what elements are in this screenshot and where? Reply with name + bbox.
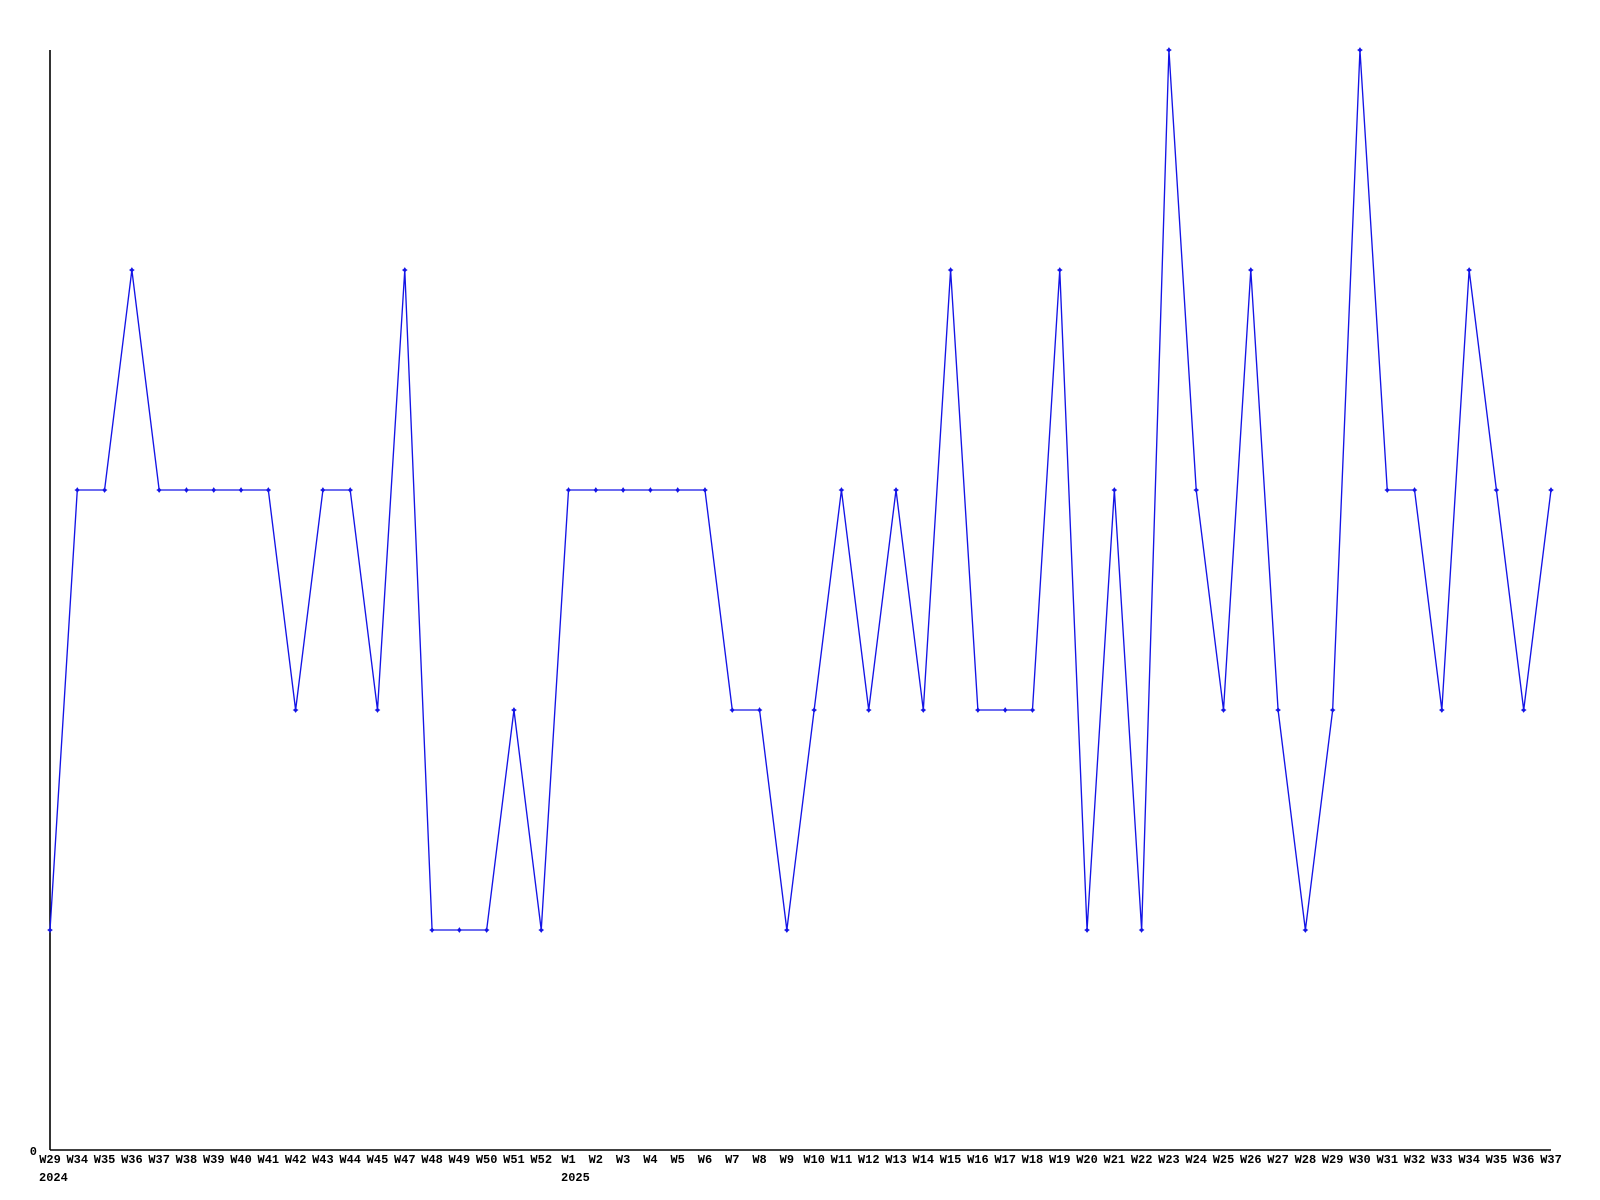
svg-text:W37: W37	[1540, 1153, 1562, 1167]
svg-text:W44: W44	[339, 1153, 361, 1167]
svg-text:W32: W32	[1404, 1153, 1426, 1167]
svg-text:W17: W17	[994, 1153, 1016, 1167]
svg-text:W13: W13	[885, 1153, 907, 1167]
svg-text:W26: W26	[1240, 1153, 1262, 1167]
svg-text:2024: 2024	[39, 1171, 68, 1185]
svg-text:W24: W24	[1185, 1153, 1207, 1167]
svg-text:W19: W19	[1049, 1153, 1071, 1167]
svg-text:W8: W8	[752, 1153, 766, 1167]
svg-text:W38: W38	[176, 1153, 198, 1167]
svg-text:W27: W27	[1267, 1153, 1289, 1167]
svg-text:W2: W2	[589, 1153, 603, 1167]
svg-text:W36: W36	[121, 1153, 143, 1167]
svg-text:W43: W43	[312, 1153, 334, 1167]
svg-text:W11: W11	[831, 1153, 853, 1167]
svg-text:W52: W52	[530, 1153, 552, 1167]
svg-text:W41: W41	[258, 1153, 280, 1167]
svg-text:W25: W25	[1213, 1153, 1235, 1167]
svg-text:W3: W3	[616, 1153, 630, 1167]
svg-text:W31: W31	[1376, 1153, 1398, 1167]
svg-text:W1: W1	[561, 1153, 575, 1167]
svg-text:W9: W9	[780, 1153, 794, 1167]
svg-text:W47: W47	[394, 1153, 416, 1167]
svg-text:W20: W20	[1076, 1153, 1098, 1167]
svg-text:W16: W16	[967, 1153, 989, 1167]
svg-text:W14: W14	[913, 1153, 935, 1167]
svg-text:W48: W48	[421, 1153, 443, 1167]
svg-text:W28: W28	[1295, 1153, 1317, 1167]
svg-text:W49: W49	[449, 1153, 471, 1167]
svg-text:W15: W15	[940, 1153, 962, 1167]
svg-text:W22: W22	[1131, 1153, 1153, 1167]
svg-text:W5: W5	[670, 1153, 684, 1167]
svg-text:W39: W39	[203, 1153, 225, 1167]
svg-text:W35: W35	[1486, 1153, 1508, 1167]
svg-text:W4: W4	[643, 1153, 657, 1167]
svg-text:W30: W30	[1349, 1153, 1371, 1167]
svg-text:W18: W18	[1022, 1153, 1044, 1167]
svg-text:W23: W23	[1158, 1153, 1180, 1167]
svg-text:W6: W6	[698, 1153, 712, 1167]
svg-text:W42: W42	[285, 1153, 307, 1167]
svg-text:W7: W7	[725, 1153, 739, 1167]
svg-text:W50: W50	[476, 1153, 498, 1167]
svg-text:W33: W33	[1431, 1153, 1453, 1167]
svg-text:W35: W35	[94, 1153, 116, 1167]
svg-text:W21: W21	[1104, 1153, 1126, 1167]
svg-text:2025: 2025	[561, 1171, 590, 1185]
svg-text:W34: W34	[66, 1153, 88, 1167]
svg-text:0: 0	[30, 1145, 37, 1159]
svg-text:W37: W37	[148, 1153, 170, 1167]
svg-text:W29: W29	[39, 1153, 61, 1167]
svg-text:W51: W51	[503, 1153, 525, 1167]
svg-text:W29: W29	[1322, 1153, 1344, 1167]
svg-text:W36: W36	[1513, 1153, 1535, 1167]
svg-text:W34: W34	[1458, 1153, 1480, 1167]
svg-text:W12: W12	[858, 1153, 880, 1167]
svg-text:W40: W40	[230, 1153, 252, 1167]
svg-text:W10: W10	[803, 1153, 825, 1167]
svg-text:W45: W45	[367, 1153, 389, 1167]
